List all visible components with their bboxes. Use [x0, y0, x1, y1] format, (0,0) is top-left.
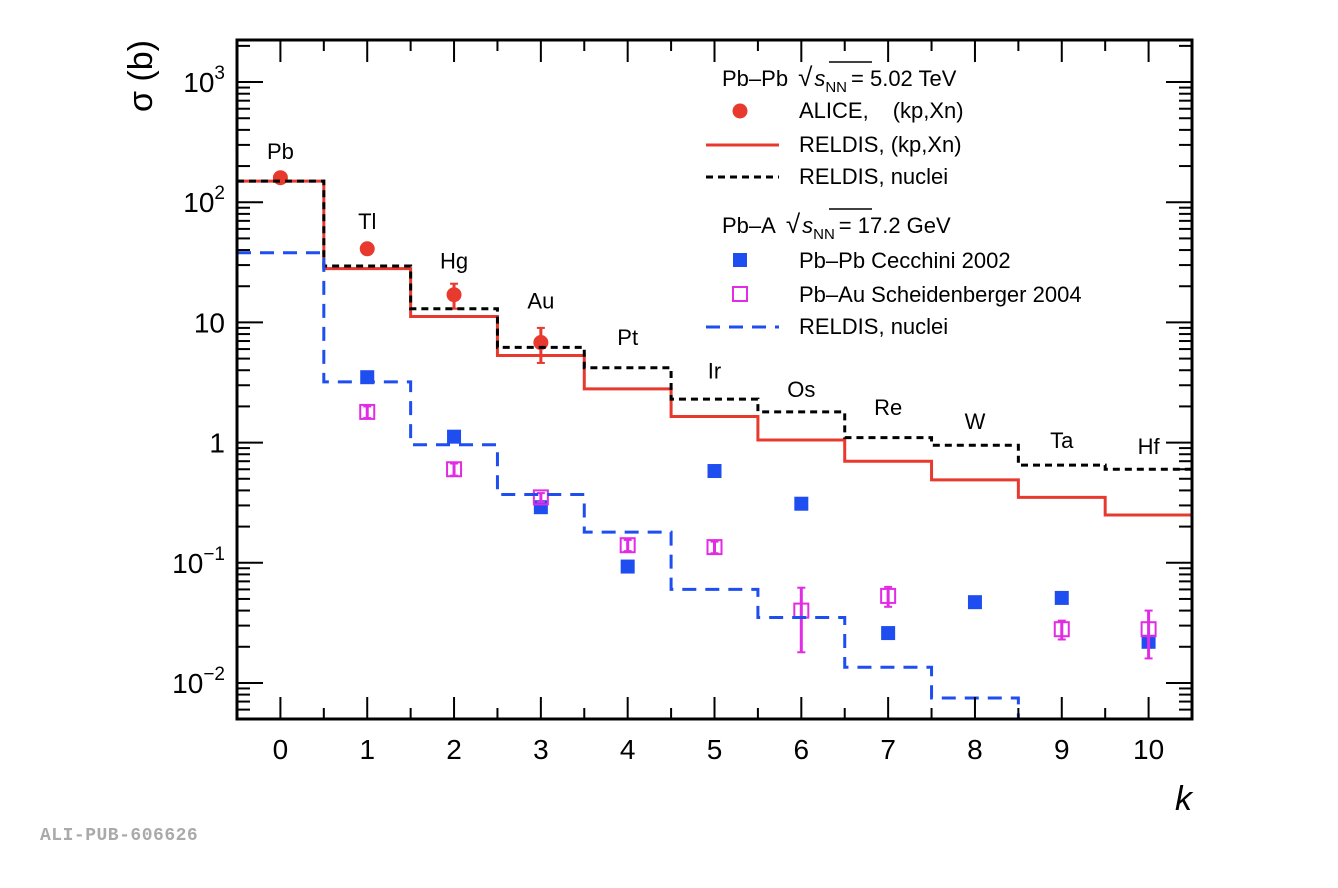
data-point	[1054, 590, 1069, 605]
data-point	[272, 170, 288, 186]
y-tick-label: 10−2	[172, 664, 225, 699]
legend-label-reldis-nuclei-2: RELDIS, nuclei	[799, 314, 948, 339]
plot-frame	[235, 38, 1194, 721]
x-tick-label: 6	[794, 734, 810, 765]
data-point	[1140, 621, 1157, 638]
y-tick-base: 10	[172, 548, 203, 579]
legend-label-cecchini: Pb–Pb Cecchini 2002	[799, 248, 1011, 273]
legend-group1-title: Pb–Pb √sNN = 5.02 TeV	[722, 62, 957, 96]
element-label: Ta	[1050, 428, 1074, 453]
y-tick-label: 103	[183, 63, 225, 98]
y-tick-base: 10	[183, 187, 214, 218]
y-axis-label: σ (b)	[122, 40, 160, 112]
legend-marker-scheidenberger	[732, 286, 748, 302]
data-point	[794, 496, 809, 511]
data-point	[446, 287, 462, 303]
element-label: Pt	[617, 325, 638, 350]
element-label: Hg	[440, 249, 468, 274]
step-line	[237, 179, 1192, 471]
data-point	[707, 464, 722, 479]
data-point	[446, 461, 463, 478]
element-label: Pb	[267, 139, 294, 164]
x-tick-label: 2	[446, 734, 462, 765]
data-point	[967, 595, 982, 610]
element-labels: Pb Tl Hg Au Pt Ir Os Re W Ta Hf	[267, 139, 1161, 459]
step-line	[237, 179, 1192, 517]
data-series	[237, 170, 1192, 719]
series-2	[237, 179, 1192, 471]
legend-group2-title: Pb–A √sNN = 17.2 GeV	[722, 209, 951, 243]
y-tick-plain: 1	[209, 428, 225, 459]
data-point	[620, 559, 635, 574]
y-tick-exponent: 2	[214, 183, 225, 204]
legend-label-reldis-kp: RELDIS, (kp,Xn)	[799, 132, 962, 157]
x-tick-label: 8	[967, 734, 983, 765]
y-tick-exponent: 3	[214, 63, 225, 84]
data-point	[881, 626, 896, 641]
element-label: Tl	[358, 209, 376, 234]
data-point	[706, 539, 723, 556]
legend-label-scheidenberger: Pb–Au Scheidenberger 2004	[799, 282, 1082, 307]
y-tick-label: 102	[183, 183, 225, 218]
element-label: Os	[787, 377, 815, 402]
element-label: Hf	[1138, 434, 1161, 459]
y-tick-label: 10−1	[172, 544, 225, 579]
data-point	[619, 537, 636, 554]
y-tick-base: 10	[183, 67, 214, 98]
y-tick-plain: 10	[194, 307, 225, 338]
series-4	[359, 403, 1157, 660]
x-tick-label: 5	[707, 734, 723, 765]
x-tick-label: 1	[359, 734, 375, 765]
y-tick-label: 1	[209, 428, 225, 459]
legend-label-reldis-nuclei: RELDIS, nuclei	[799, 164, 948, 189]
x-tick-label: 4	[620, 734, 636, 765]
x-tick-label: 0	[273, 734, 289, 765]
y-tick-exponent: −2	[203, 664, 225, 685]
legend-marker-cecchini	[733, 253, 747, 267]
y-tick-label: 10	[194, 307, 225, 338]
data-point	[359, 403, 376, 420]
data-point	[1053, 621, 1070, 638]
element-label: Au	[527, 289, 554, 314]
element-label: Re	[874, 395, 902, 420]
element-label: W	[965, 409, 986, 434]
step-line	[237, 251, 1192, 719]
x-tick-label: 7	[880, 734, 896, 765]
data-point	[447, 429, 462, 444]
publication-id: ALI-PUB-606626	[40, 826, 199, 846]
element-label: Ir	[708, 359, 721, 384]
x-tick-label: 10	[1133, 734, 1164, 765]
x-tick-label: 9	[1054, 734, 1070, 765]
legend-marker-alice	[732, 103, 748, 119]
data-point	[359, 241, 375, 257]
x-axis-label: k	[1175, 780, 1194, 818]
legend-label-alice: ALICE, (kp,Xn)	[799, 98, 964, 123]
y-tick-base: 10	[172, 668, 203, 699]
x-tick-label: 3	[533, 734, 549, 765]
data-point	[880, 587, 897, 604]
series-5	[237, 251, 1192, 719]
y-tick-exponent: −1	[203, 544, 225, 565]
series-1	[237, 179, 1192, 517]
y-axis-unit: (b)	[122, 40, 160, 82]
legend: Pb–Pb √sNN = 5.02 TeV ALICE, (kp,Xn) RELDIS…	[706, 61, 1082, 339]
data-point	[532, 489, 549, 506]
y-axis-symbol: σ	[122, 91, 160, 112]
